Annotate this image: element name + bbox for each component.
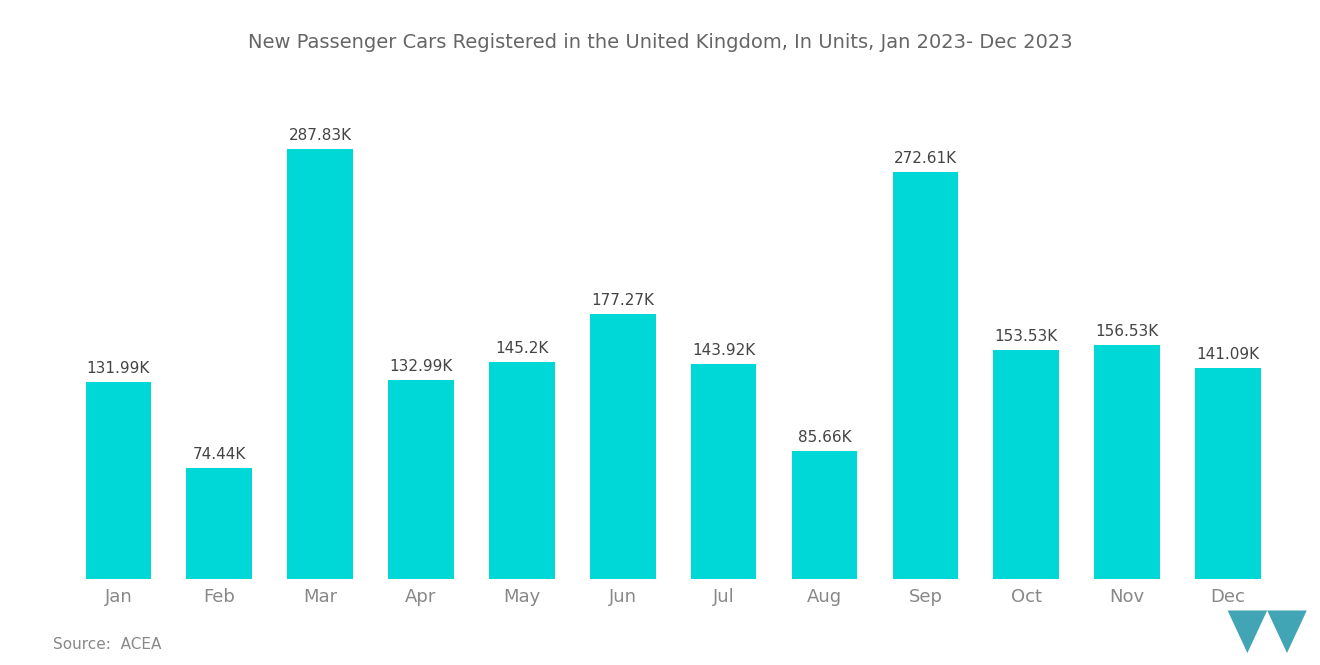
Bar bbox=[690, 364, 756, 579]
Text: 272.61K: 272.61K bbox=[894, 151, 957, 166]
Text: 156.53K: 156.53K bbox=[1096, 324, 1159, 339]
Text: Source:  ACEA: Source: ACEA bbox=[53, 636, 161, 652]
Bar bbox=[86, 382, 152, 579]
Bar bbox=[490, 362, 554, 579]
Text: 74.44K: 74.44K bbox=[193, 447, 246, 462]
Bar bbox=[792, 451, 857, 579]
Text: 131.99K: 131.99K bbox=[87, 360, 150, 376]
Bar bbox=[1094, 345, 1160, 579]
Bar bbox=[186, 467, 252, 579]
Text: New Passenger Cars Registered in the United Kingdom, In Units, Jan 2023- Dec 202: New Passenger Cars Registered in the Uni… bbox=[248, 33, 1072, 53]
Text: 177.27K: 177.27K bbox=[591, 293, 655, 309]
Text: 145.2K: 145.2K bbox=[495, 341, 549, 356]
Bar bbox=[590, 314, 656, 579]
Text: 143.92K: 143.92K bbox=[692, 343, 755, 358]
Bar bbox=[892, 172, 958, 579]
Text: 153.53K: 153.53K bbox=[995, 329, 1057, 344]
Bar bbox=[994, 350, 1059, 579]
Bar bbox=[288, 150, 352, 579]
Bar bbox=[388, 380, 454, 579]
Text: 85.66K: 85.66K bbox=[797, 430, 851, 445]
Text: 141.09K: 141.09K bbox=[1196, 347, 1259, 362]
Bar bbox=[1195, 368, 1261, 579]
Text: 287.83K: 287.83K bbox=[289, 128, 351, 144]
Text: 132.99K: 132.99K bbox=[389, 359, 453, 374]
